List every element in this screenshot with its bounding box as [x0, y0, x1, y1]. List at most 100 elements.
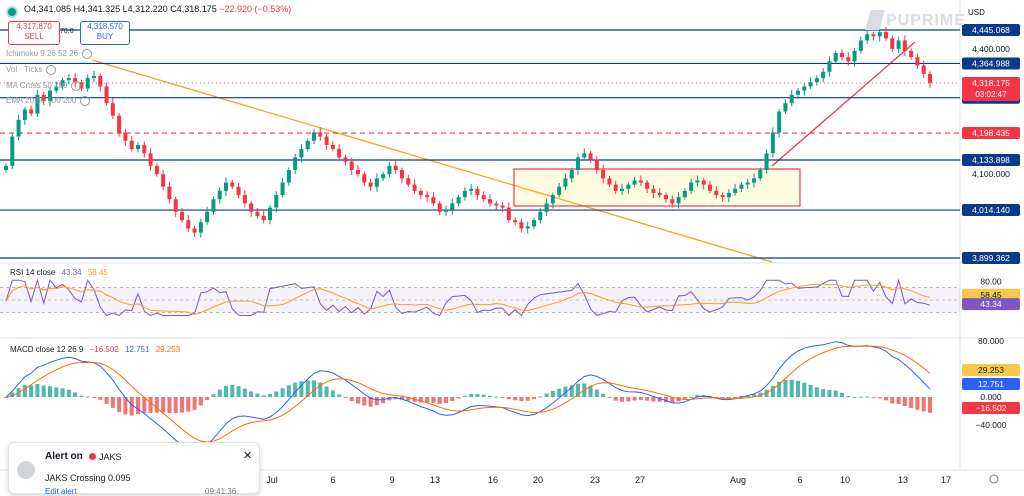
candle — [356, 169, 360, 175]
candle — [117, 115, 122, 133]
candle — [450, 203, 455, 210]
candle — [833, 53, 838, 62]
symbol-dot-icon — [89, 453, 96, 460]
candle — [689, 182, 694, 191]
indicator-ichimoku[interactable]: Ichimoku 9 26 52 26 — [6, 49, 93, 59]
candle — [764, 153, 769, 170]
ascending-trendline — [771, 41, 916, 167]
macd-bar — [739, 395, 744, 397]
close-icon[interactable]: ✕ — [243, 450, 253, 462]
macd-bar — [607, 397, 612, 398]
buy-button[interactable]: 4,318.570 BUY — [80, 21, 130, 45]
macd-bar — [789, 379, 794, 397]
macd-bar — [444, 397, 448, 404]
macd-axis-tick: −40.000 — [976, 420, 1007, 430]
descending-trendline — [91, 59, 773, 263]
macd-bar — [613, 397, 618, 401]
macd-bar — [48, 386, 52, 397]
candle — [758, 169, 763, 179]
price-level-label: 3,899.362 — [972, 253, 1010, 263]
macd-bar — [733, 397, 738, 398]
candle — [858, 40, 863, 51]
macd-bar — [343, 397, 348, 398]
candle — [198, 222, 203, 233]
candle — [180, 211, 184, 221]
candle — [22, 109, 27, 120]
macd-bar — [626, 397, 631, 402]
candle — [909, 50, 914, 58]
candle — [274, 195, 279, 208]
visibility-icon[interactable] — [82, 49, 93, 59]
candle — [362, 174, 367, 183]
macd-bar — [425, 397, 430, 403]
candle — [544, 203, 549, 212]
macd-bar — [852, 396, 857, 398]
visibility-icon[interactable] — [71, 81, 82, 91]
macd-bar — [576, 383, 580, 397]
candle — [192, 228, 197, 233]
candle — [343, 157, 348, 162]
candle — [557, 186, 562, 196]
macd-bar — [400, 397, 404, 400]
candle — [249, 203, 254, 212]
market-open-indicator — [8, 8, 16, 16]
candle — [783, 103, 788, 112]
macd-legend[interactable]: MACD close 12 26 9 −16.502 12.751 29.253 — [10, 345, 181, 354]
macd-bar — [337, 394, 342, 397]
candle — [437, 203, 442, 212]
rsi-legend[interactable]: RSI 14 close 43.34 58.45 — [10, 268, 108, 277]
macd-bar — [92, 397, 96, 398]
macd-bar — [431, 397, 436, 404]
macd-bar — [808, 384, 813, 397]
macd-bar — [79, 395, 84, 397]
macd-bar — [374, 397, 379, 406]
visibility-icon[interactable] — [80, 96, 91, 106]
candle — [720, 195, 725, 198]
time-axis-tick: 20 — [533, 475, 543, 485]
macd-bar — [871, 397, 876, 398]
macd-bar — [896, 397, 901, 405]
macd-bar — [450, 397, 455, 402]
macd-bar — [41, 385, 46, 397]
indicator-ema[interactable]: EMA 20 50 100 200 — [6, 96, 91, 106]
macd-bar — [437, 397, 442, 404]
candle — [444, 209, 448, 212]
price-level-label: 4,133.898 — [972, 155, 1010, 165]
indicator-ma-cross[interactable]: MA Cross 50 200 — [6, 81, 82, 91]
rsi-ma-value: 58.45 — [980, 290, 1002, 300]
candle — [670, 199, 675, 204]
indicator-volume[interactable]: Vol · Ticks — [6, 65, 57, 75]
macd-bar — [500, 397, 505, 398]
macd-bar — [98, 397, 103, 400]
macd-bar — [821, 389, 826, 397]
alarm-clock-icon — [17, 461, 35, 479]
visibility-icon[interactable] — [46, 65, 57, 75]
macd-bar — [846, 395, 851, 397]
macd-bar — [469, 393, 474, 397]
macd-bar — [123, 397, 128, 415]
candle — [921, 65, 926, 74]
macd-bar — [928, 397, 932, 413]
macd-bar — [110, 397, 115, 408]
price-axis-tick: 4,400.000 — [972, 44, 1010, 54]
candle — [745, 182, 750, 185]
candle — [381, 174, 386, 179]
rsi-value: 43.34 — [980, 299, 1002, 309]
candle — [261, 215, 266, 221]
macd-bar — [173, 397, 178, 414]
rsi-tag — [962, 298, 1020, 311]
macd-bar — [783, 379, 788, 397]
candle — [110, 103, 115, 116]
time-axis-tick: Aug — [730, 475, 746, 485]
sell-button[interactable]: 4,317.870 SELL — [8, 21, 60, 45]
candle — [412, 184, 417, 191]
candle — [242, 195, 247, 204]
macd-bar — [22, 385, 27, 397]
candle — [601, 169, 606, 179]
macd-bar — [362, 397, 367, 406]
macd-bar — [651, 397, 656, 402]
alert-toast[interactable]: Alert on JAKS ✕ JAKS Crossing 0.095 Edit… — [8, 442, 260, 496]
macd-bar — [29, 385, 34, 397]
candle — [569, 169, 574, 179]
